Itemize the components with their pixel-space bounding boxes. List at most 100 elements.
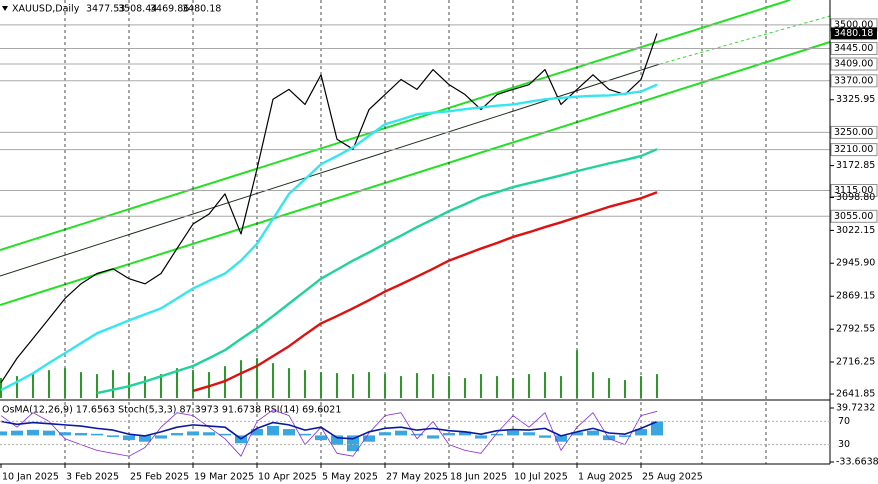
osc-tick-label: 30 <box>838 439 850 450</box>
osma-bar <box>507 430 519 436</box>
volume-bar <box>336 373 338 398</box>
volume-bar <box>80 372 82 398</box>
x-tick-label: 25 Feb 2025 <box>130 472 189 483</box>
volume-bar <box>96 374 98 398</box>
ohlc: 3477.53 <box>86 4 125 15</box>
osma-bar <box>315 435 327 441</box>
x-tick-label: 1 Aug 2025 <box>578 472 633 483</box>
osma-bar <box>571 432 583 436</box>
osma-bar <box>587 430 599 436</box>
osma-bar <box>43 430 55 436</box>
y-tick-label: 3172.85 <box>836 160 875 171</box>
volume-bar <box>640 376 642 398</box>
volume-bar <box>48 370 50 398</box>
osc-tick-label: -33.6638 <box>836 457 878 468</box>
y-tick-label: 2716.25 <box>836 357 875 368</box>
osma-bar <box>635 429 647 436</box>
volume-bar <box>352 374 354 398</box>
y-tick-label: 3325.95 <box>836 94 875 105</box>
osma-bar <box>0 431 7 436</box>
volume-bar <box>464 378 466 398</box>
volume-bar <box>512 378 514 398</box>
x-tick-label: 25 Aug 2025 <box>642 472 703 483</box>
x-tick-label: 18 Jun 2025 <box>450 472 507 483</box>
osma-bar <box>491 433 503 436</box>
ma-line <box>96 148 658 395</box>
level-box <box>830 74 878 88</box>
level-box <box>830 209 878 223</box>
volume-bar <box>32 373 34 398</box>
volume-bar <box>160 374 162 398</box>
osma-bar <box>459 431 471 436</box>
level-box <box>830 57 878 71</box>
level-box <box>830 143 878 157</box>
volume-bar <box>320 372 322 398</box>
osma-bar <box>107 435 119 437</box>
chart-title: XAUUSD,Daily <box>12 4 80 15</box>
volume-bar <box>416 373 418 398</box>
osma-bar <box>555 435 567 442</box>
y-tick-label: 2792.55 <box>836 324 875 335</box>
level-box <box>830 183 878 197</box>
x-tick-label: 10 Jan 2025 <box>2 472 59 483</box>
osma-bar <box>523 432 535 436</box>
volume-bar <box>0 378 2 398</box>
last-price-label: 3480.18 <box>834 28 873 39</box>
y-tick-label: 2641.85 <box>836 389 875 400</box>
osma-bar <box>443 433 455 436</box>
osma-bar <box>27 429 39 436</box>
volume-bar <box>64 368 66 398</box>
volume-bar <box>16 376 18 398</box>
osma-bar <box>11 430 23 436</box>
volume-bar <box>480 374 482 398</box>
volume-bar <box>192 370 194 398</box>
level-box <box>830 42 878 56</box>
osma-bar <box>363 435 375 442</box>
osma-bar <box>59 432 71 436</box>
volume-bar <box>240 360 242 398</box>
y-tick-label: 3210.00 <box>834 144 873 155</box>
volume-bar <box>528 374 530 398</box>
osma-bar <box>75 433 87 436</box>
y-tick-label: 3250.00 <box>834 127 873 138</box>
osma-bar <box>123 435 135 441</box>
osma-bar <box>187 431 199 436</box>
volume-bar <box>576 350 578 398</box>
y-tick-label: 2869.15 <box>836 291 875 302</box>
y-tick-label: 3500.00 <box>834 19 873 30</box>
x-tick-label: 3 Feb 2025 <box>66 472 119 483</box>
volume-bar <box>432 374 434 398</box>
volume-bar <box>496 376 498 398</box>
osma-bar <box>203 432 215 436</box>
y-tick-label: 3055.00 <box>834 211 873 222</box>
volume-bar <box>656 374 658 398</box>
volume-bar <box>592 372 594 398</box>
osma-bar <box>379 432 391 436</box>
osma-bar <box>219 433 231 436</box>
osma-bar <box>475 435 487 439</box>
ohlc: 3480.18 <box>182 4 221 15</box>
y-tick-label: 3409.00 <box>834 59 873 70</box>
volume-bar <box>256 358 258 398</box>
osma-bar <box>155 435 167 439</box>
volume-bar <box>624 380 626 398</box>
y-tick-label: 3445.00 <box>834 43 873 54</box>
osma-bar <box>427 435 439 439</box>
x-tick-label: 19 Mar 2025 <box>194 472 254 483</box>
osma-bar <box>411 433 423 436</box>
osma-bar <box>267 425 279 436</box>
last-price-box <box>831 27 877 40</box>
osma-bar <box>603 435 615 441</box>
y-tick-label: 3115.00 <box>834 185 873 196</box>
osma-bar <box>299 433 311 436</box>
rsi-line <box>0 420 658 440</box>
price-line <box>0 33 658 384</box>
volume-bar <box>448 376 450 398</box>
volume-bar <box>368 372 370 398</box>
volume-bar <box>544 372 546 398</box>
ma-line <box>192 191 658 393</box>
osma-bar <box>139 435 151 442</box>
osma-bar <box>171 433 183 436</box>
osma-bar <box>619 435 631 437</box>
